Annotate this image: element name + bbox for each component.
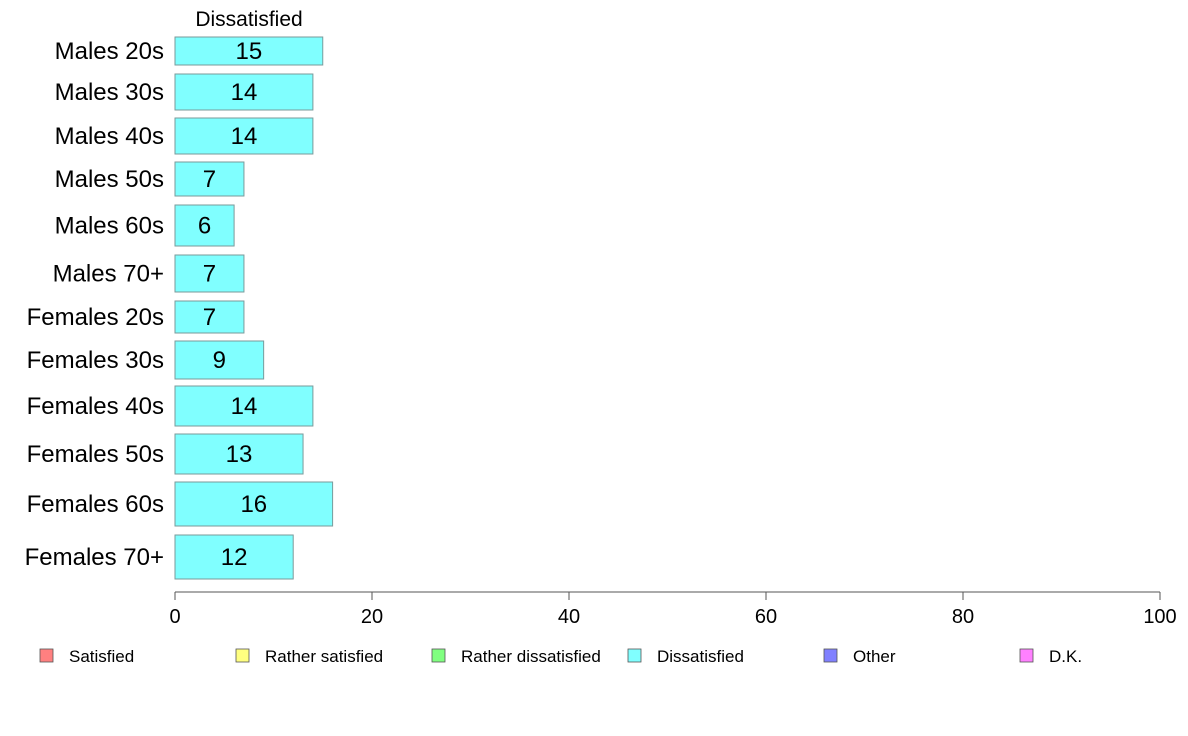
data-label: 13	[226, 441, 253, 468]
data-label: 14	[231, 79, 258, 106]
data-label: 15	[236, 38, 263, 65]
legend-label: D.K.	[1049, 647, 1082, 666]
x-tick-label: 0	[169, 606, 180, 628]
category-label: Males 70+	[53, 261, 164, 288]
x-tick-label: 40	[558, 606, 580, 628]
bar	[174, 300, 245, 334]
bar	[174, 254, 245, 293]
bar	[174, 481, 334, 527]
category-label: Males 20s	[55, 38, 164, 65]
bar	[174, 36, 324, 66]
x-axis: 0 20 40 60 80 100	[169, 591, 1177, 628]
legend-swatch	[823, 648, 838, 663]
bar	[174, 534, 294, 580]
data-label: 7	[203, 304, 216, 331]
data-label: 6	[198, 213, 211, 240]
category-label: Females 30s	[27, 347, 164, 374]
x-tick-label: 100	[1143, 606, 1176, 628]
legend-swatch	[1019, 648, 1034, 663]
legend-swatch	[39, 648, 54, 663]
data-label: 14	[231, 393, 258, 420]
category-label: Females 50s	[27, 441, 164, 468]
bar	[174, 385, 314, 427]
category-label: Males 50s	[55, 166, 164, 193]
legend-swatch	[627, 648, 642, 663]
bar	[174, 117, 314, 155]
data-label: 7	[203, 166, 216, 193]
category-label: Females 20s	[27, 304, 164, 331]
data-label: 9	[213, 347, 226, 374]
column-header: Dissatisfied	[195, 8, 302, 31]
bar	[174, 340, 265, 380]
x-tick-label: 20	[361, 606, 383, 628]
legend: Satisfied Rather satisfied Rather dissatis…	[39, 647, 1082, 666]
legend-label: Rather dissatisfied	[461, 647, 601, 666]
bar	[174, 433, 304, 475]
bar	[174, 161, 245, 197]
category-label: Males 30s	[55, 79, 164, 106]
data-label: 7	[203, 261, 216, 288]
category-label: Females 60s	[27, 491, 164, 518]
category-label: Females 40s	[27, 393, 164, 420]
data-label: 14	[231, 123, 258, 150]
x-tick-label: 60	[755, 606, 777, 628]
category-labels: Males 20s Males 30s Males 40s Males 50s Male…	[25, 38, 164, 571]
legend-label: Dissatisfied	[657, 647, 744, 666]
category-label: Males 40s	[55, 123, 164, 150]
bar	[174, 73, 314, 111]
legend-label: Other	[853, 647, 896, 666]
data-label: 12	[221, 544, 248, 571]
bar	[174, 204, 235, 247]
category-label: Females 70+	[25, 544, 164, 571]
legend-swatch	[431, 648, 446, 663]
x-tick-label: 80	[952, 606, 974, 628]
legend-label: Satisfied	[69, 647, 134, 666]
legend-swatch	[235, 648, 250, 663]
legend-label: Rather satisfied	[265, 647, 383, 666]
data-label: 16	[240, 491, 267, 518]
category-label: Males 60s	[55, 213, 164, 240]
